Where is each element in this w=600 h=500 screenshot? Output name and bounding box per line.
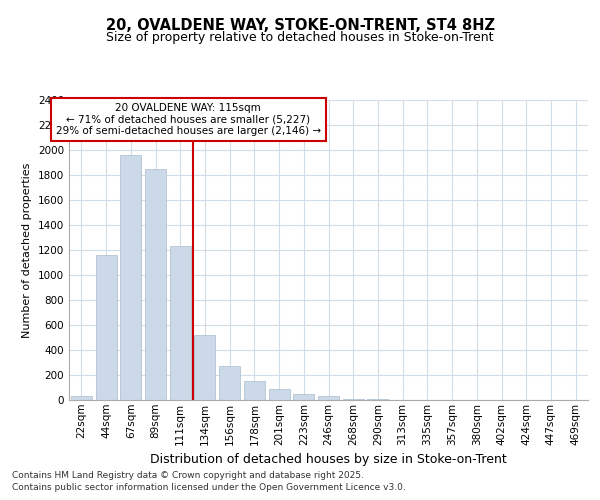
Bar [71,396,92,400]
Bar [145,169,166,400]
X-axis label: Distribution of detached houses by size in Stoke-on-Trent: Distribution of detached houses by size … [150,453,507,466]
Bar [194,335,215,400]
Text: Contains HM Land Registry data © Crown copyright and database right 2025.: Contains HM Land Registry data © Crown c… [12,471,364,480]
Bar [120,155,141,400]
Bar [95,255,116,400]
Text: 20, OVALDENE WAY, STOKE-ON-TRENT, ST4 8HZ: 20, OVALDENE WAY, STOKE-ON-TRENT, ST4 8H… [106,18,494,32]
Bar [269,390,290,400]
Text: 20 OVALDENE WAY: 115sqm
← 71% of detached houses are smaller (5,227)
29% of semi: 20 OVALDENE WAY: 115sqm ← 71% of detache… [56,103,321,136]
Text: Size of property relative to detached houses in Stoke-on-Trent: Size of property relative to detached ho… [106,31,494,44]
Bar [318,396,339,400]
Bar [170,246,191,400]
Text: Contains public sector information licensed under the Open Government Licence v3: Contains public sector information licen… [12,484,406,492]
Bar [343,399,364,400]
Bar [219,366,240,400]
Bar [293,394,314,400]
Y-axis label: Number of detached properties: Number of detached properties [22,162,32,338]
Bar [244,381,265,400]
